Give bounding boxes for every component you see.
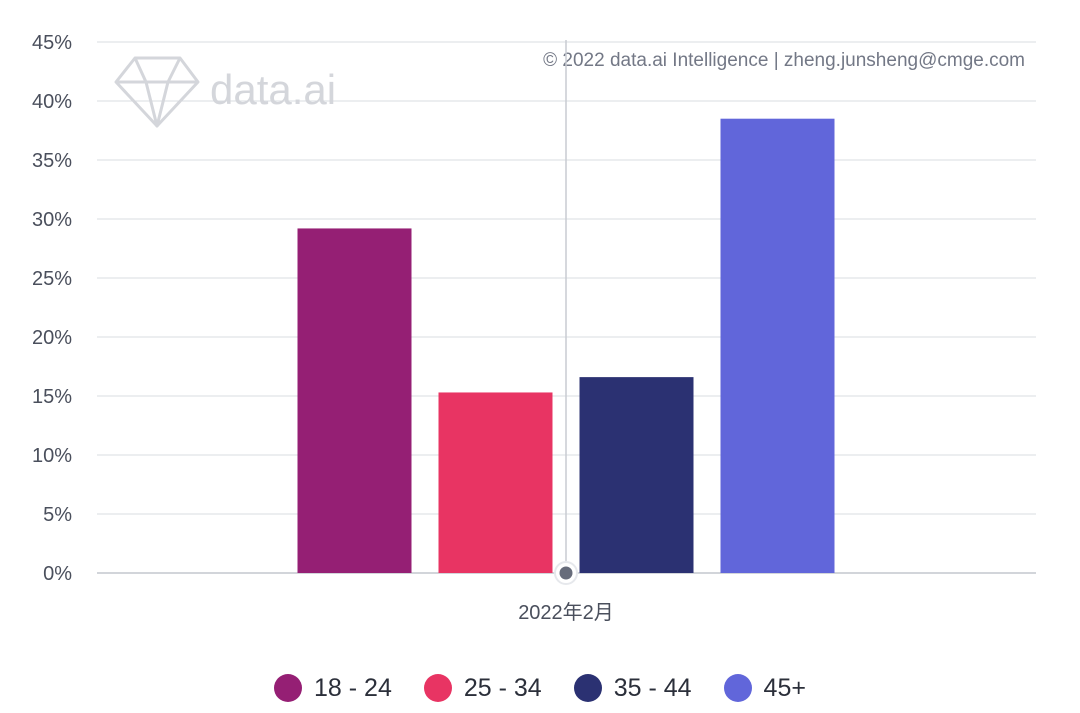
y-tick-label: 10% [32,445,72,467]
legend-item[interactable]: 25 - 34 [423,673,542,703]
y-tick-label: 35% [32,150,72,172]
x-axis-ticks: 2022年2月 [518,601,614,624]
legend-label: 25 - 34 [463,673,542,702]
legend-swatch [274,674,303,702]
legend-swatch [423,674,452,702]
diamond-icon [114,56,200,128]
y-tick-label: 15% [32,386,72,408]
copyright-text: © 2022 data.ai Intelligence | zheng.juns… [543,50,1025,71]
legend-swatch [723,674,752,702]
y-tick-label: 0% [43,563,72,585]
legend-label: 18 - 24 [314,673,392,702]
y-tick-label: 25% [32,268,72,290]
legend-label: 35 - 44 [613,673,692,702]
legend-label: 45+ [763,673,806,702]
y-tick-label: 40% [32,91,72,113]
legend-item[interactable]: 18 - 24 [274,674,392,703]
y-tick-label: 5% [43,504,72,526]
y-tick-label: 20% [32,327,72,349]
hover-marker-dot [559,566,573,580]
bar-35-44[interactable] [579,377,694,573]
watermark-logo: data.ai [114,56,336,128]
bar-18-24[interactable] [297,228,412,573]
legend-item[interactable]: 45+ [723,673,806,703]
bar-25-34[interactable] [438,392,553,573]
bars [297,118,835,573]
y-tick-label: 45% [32,32,72,54]
logo-text: data.ai [210,66,336,113]
legend-item[interactable]: 35 - 44 [573,673,692,703]
y-axis-ticks: 0% 5% 10% 15% 20% 25% 30% 35% 40% 45% [32,32,72,585]
bar-45[interactable] [720,118,835,573]
x-tick-label: 2022年2月 [518,601,614,624]
y-tick-label: 30% [32,209,72,231]
legend-swatch [573,674,602,702]
legend: 18 - 24 25 - 34 35 - 44 45+ [0,668,1080,708]
